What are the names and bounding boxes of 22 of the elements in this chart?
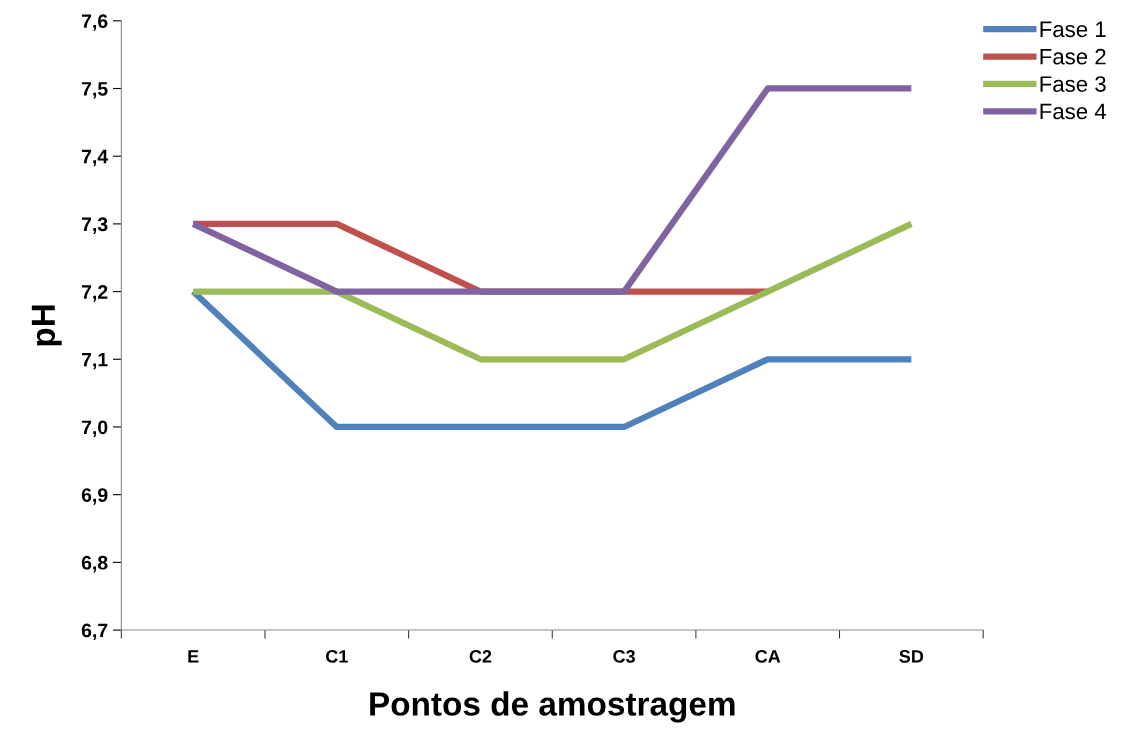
legend-label: Fase 3	[1040, 76, 1106, 92]
y-axis-title: pH	[31, 305, 62, 346]
y-tick-label: 7,6	[81, 14, 108, 31]
y-tick-label: 6,7	[81, 623, 108, 641]
x-tick-label: SD	[899, 649, 924, 663]
legend-label: Fase 2	[1040, 48, 1106, 65]
legend-label: Fase 4	[1040, 103, 1107, 120]
y-tick-label: 7,1	[81, 352, 108, 370]
x-tick-label: C2	[469, 649, 492, 663]
y-tick-label: 6,9	[81, 488, 108, 505]
x-tick-label: CA	[755, 649, 781, 663]
legend-label: Fase 1	[1040, 21, 1106, 38]
y-tick-label: 6,8	[81, 555, 108, 573]
y-tick-label: 7,0	[81, 420, 108, 438]
x-tick-label: C1	[326, 649, 348, 663]
y-tick-label: 7,2	[81, 285, 108, 302]
y-tick-label: 7,5	[81, 82, 108, 99]
y-tick-label: 7,3	[81, 217, 108, 234]
x-tick-label: E	[188, 650, 199, 663]
x-axis-title: Pontos de amostragem	[370, 691, 735, 723]
x-tick-label: C3	[613, 649, 635, 663]
y-tick-label: 7,4	[81, 149, 109, 167]
